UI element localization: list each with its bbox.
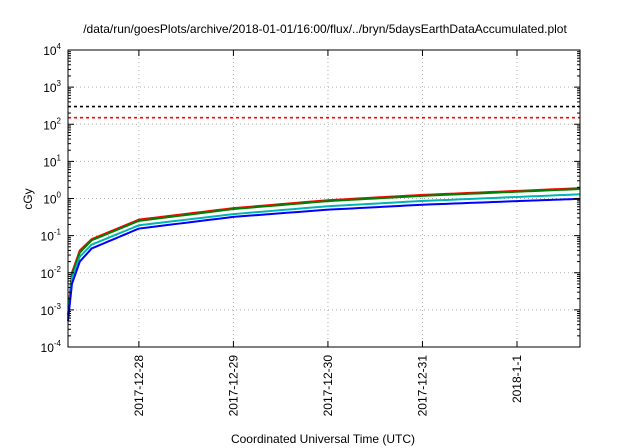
series-line — [67, 197, 581, 322]
y-tick-labels: 10-4 10-3 10-2 10-1 100 101 102 103 104 — [41, 42, 62, 355]
x-tick-label: 2017-12-30 — [321, 355, 335, 417]
y-tick-label: 10-1 — [41, 228, 62, 244]
y-tick-label: 10-3 — [41, 302, 62, 318]
chart-title: /data/run/goesPlots/archive/2018-01-01/1… — [83, 22, 567, 36]
y-tick-label: 103 — [43, 79, 61, 95]
x-tick-labels: 2017-12-28 2017-12-29 2017-12-30 2017-12-31… — [132, 355, 524, 417]
reference-lines — [68, 105, 580, 119]
x-tick-label: 2018-1-1 — [510, 355, 524, 403]
series-line — [67, 188, 581, 316]
series-lines — [67, 187, 581, 322]
x-tick-label: 2017-12-28 — [132, 355, 146, 417]
y-tick-label: 102 — [43, 116, 61, 132]
grid — [68, 50, 580, 347]
y-tick-label: 10-2 — [41, 265, 62, 281]
y-tick-label: 101 — [43, 153, 61, 169]
y-axis-title: cGy — [21, 188, 35, 209]
series-line — [67, 193, 581, 319]
y-tick-label: 10-4 — [41, 339, 62, 355]
x-axis-title: Coordinated Universal Time (UTC) — [231, 432, 415, 446]
ticks — [68, 49, 580, 348]
x-tick-label: 2017-12-31 — [415, 355, 429, 417]
y-tick-label: 104 — [43, 42, 61, 58]
x-tick-label: 2017-12-29 — [226, 355, 240, 417]
y-tick-label: 100 — [43, 191, 61, 207]
